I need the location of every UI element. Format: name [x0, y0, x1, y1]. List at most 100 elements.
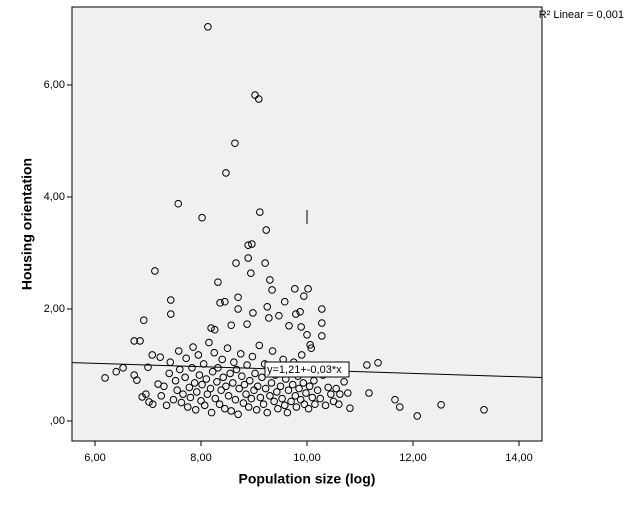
point: [195, 371, 204, 379]
point: [313, 386, 322, 395]
fit-label-box: [264, 361, 350, 378]
point: [244, 254, 252, 262]
point: [112, 367, 121, 376]
x-axis-label: Population size (log): [239, 471, 376, 487]
point: [287, 397, 295, 406]
point: [307, 344, 316, 353]
point: [194, 351, 203, 359]
point: [130, 337, 139, 345]
point: [157, 392, 166, 400]
point: [270, 397, 278, 406]
point: [169, 395, 178, 404]
point: [261, 259, 269, 267]
point: [139, 316, 148, 325]
point: [336, 390, 344, 398]
point: [229, 379, 237, 387]
point: [278, 394, 286, 403]
point: [308, 393, 317, 402]
point: [256, 208, 264, 216]
point: [177, 398, 186, 407]
point: [272, 388, 281, 396]
point: [249, 309, 257, 317]
point: [226, 369, 234, 378]
point: [190, 379, 199, 387]
point: [346, 404, 354, 412]
point: [235, 384, 243, 393]
x-tick-label: 12,00: [399, 452, 427, 464]
point: [151, 267, 159, 275]
point: [148, 400, 157, 409]
x-tick-label: 14,00: [505, 452, 533, 464]
point: [304, 285, 312, 293]
y-axis-label: Housing orientation: [19, 158, 35, 290]
point: [216, 299, 224, 307]
fit-label: y=1,21+-0,03*x: [267, 364, 342, 376]
point: [101, 374, 109, 382]
point: [327, 390, 335, 398]
point: [215, 400, 224, 409]
point: [231, 139, 239, 148]
point: [206, 384, 215, 393]
point: [259, 400, 268, 409]
point: [247, 269, 255, 277]
point: [231, 395, 240, 404]
point: [234, 305, 242, 313]
point: [182, 354, 190, 363]
point: [247, 394, 256, 403]
point: [248, 352, 257, 361]
point: [261, 384, 270, 393]
r2-label: R² Linear = 0,001: [539, 9, 624, 21]
point: [297, 351, 306, 359]
y-tick-label: 4,00: [44, 191, 65, 203]
point: [395, 403, 404, 411]
point: [297, 323, 305, 331]
point: [208, 367, 217, 376]
y-tick-label: 2,00: [44, 303, 65, 315]
y-tick-label: ,00: [50, 415, 65, 427]
point: [242, 390, 250, 398]
point: [189, 343, 197, 351]
point: [291, 285, 299, 293]
point: [174, 347, 183, 355]
point: [200, 401, 209, 410]
point: [292, 310, 300, 318]
point: [198, 213, 206, 222]
point: [211, 394, 220, 403]
point: [267, 379, 276, 387]
point: [202, 375, 211, 383]
point: [268, 286, 276, 294]
point: [245, 376, 254, 385]
point: [253, 382, 262, 391]
point: [238, 372, 246, 381]
point: [197, 397, 205, 405]
point: [244, 403, 253, 411]
point: [283, 408, 292, 417]
point: [227, 321, 236, 330]
point: [268, 347, 277, 355]
point: [243, 320, 251, 328]
x-tick-label: 8,00: [190, 452, 211, 464]
point: [227, 407, 236, 415]
point: [219, 373, 228, 382]
point: [223, 344, 232, 353]
point: [188, 364, 196, 372]
point: [142, 390, 150, 398]
point: [224, 392, 233, 400]
point: [263, 302, 272, 311]
point: [221, 297, 229, 306]
point: [203, 390, 212, 398]
point: [332, 384, 340, 393]
point: [156, 353, 164, 361]
point: [299, 379, 308, 387]
point: [318, 319, 326, 327]
point: [248, 240, 256, 248]
point: [280, 401, 289, 410]
point: [365, 389, 373, 397]
point: [236, 350, 245, 358]
point: [222, 382, 230, 391]
point: [263, 408, 272, 417]
point: [300, 292, 308, 300]
point: [254, 95, 263, 103]
point: [306, 341, 314, 349]
